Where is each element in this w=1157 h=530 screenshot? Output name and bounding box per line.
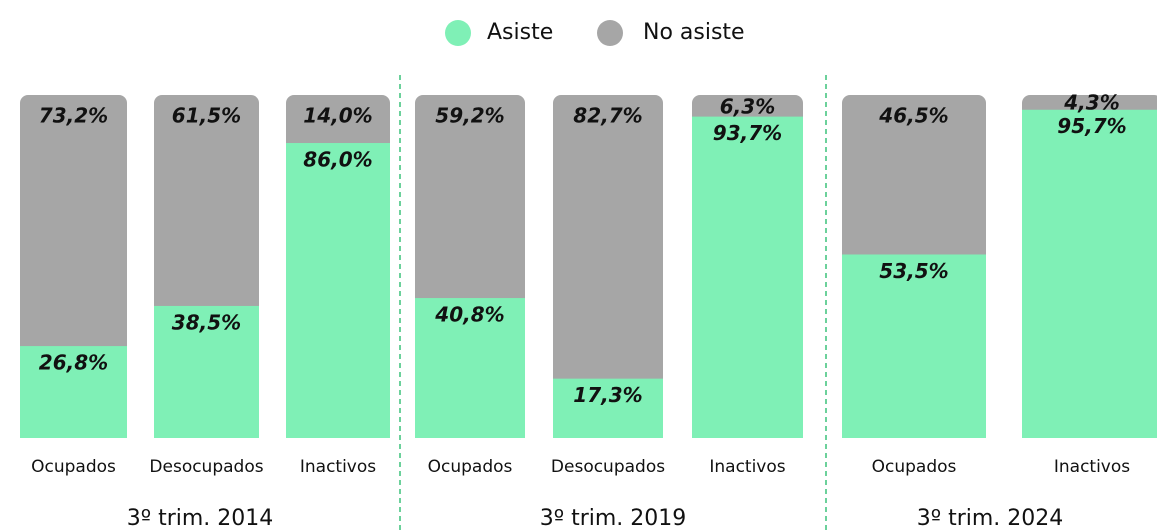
bar-segment — [286, 95, 390, 154]
bar-segment — [1022, 109, 1157, 439]
x-tick-label: Desocupados — [149, 457, 263, 477]
value-label: 40,8% — [434, 303, 504, 327]
x-tick-label: Ocupados — [872, 457, 957, 477]
value-label: 95,7% — [1057, 114, 1126, 138]
legend-swatch — [597, 20, 623, 46]
bar-segment — [692, 116, 803, 438]
value-label: 82,7% — [573, 104, 642, 128]
value-label: 6,3% — [720, 94, 775, 118]
value-label: 17,3% — [573, 383, 642, 407]
bar-segment — [842, 95, 986, 265]
value-label: 53,5% — [879, 259, 948, 283]
x-tick-label: Inactivos — [300, 457, 376, 477]
bar-segment — [553, 378, 663, 438]
legend-label: No asiste — [643, 20, 745, 45]
bar-segment — [553, 95, 663, 389]
value-label: 38,5% — [172, 310, 241, 334]
group-label: 3º trim. 2014 — [127, 506, 274, 530]
value-label: 93,7% — [713, 121, 782, 145]
bar-segment — [842, 254, 986, 438]
value-label: 4,3% — [1063, 90, 1119, 114]
value-label: 14,0% — [303, 104, 372, 128]
legend-label: Asiste — [487, 20, 553, 45]
x-tick-label: Inactivos — [1054, 457, 1130, 477]
bar-segment — [154, 95, 259, 316]
group-label: 3º trim. 2019 — [540, 506, 687, 530]
bar-segment — [415, 298, 525, 438]
value-label: 61,5% — [172, 104, 241, 128]
group-label: 3º trim. 2024 — [917, 506, 1064, 530]
bar-segment — [286, 143, 390, 438]
x-tick-label: Ocupados — [428, 457, 513, 477]
value-label: 46,5% — [878, 104, 948, 128]
legend-swatch — [445, 20, 471, 46]
bar-segment — [20, 346, 127, 438]
x-tick-label: Inactivos — [709, 457, 785, 477]
bar-segment — [20, 95, 127, 357]
bar-segment — [154, 305, 259, 438]
value-label: 59,2% — [435, 104, 504, 128]
bar-segment — [415, 95, 525, 309]
value-label: 86,0% — [303, 148, 372, 172]
x-tick-label: Desocupados — [551, 457, 665, 477]
x-tick-label: Ocupados — [31, 457, 116, 477]
value-label: 26,8% — [39, 351, 108, 375]
value-label: 73,2% — [39, 104, 108, 128]
